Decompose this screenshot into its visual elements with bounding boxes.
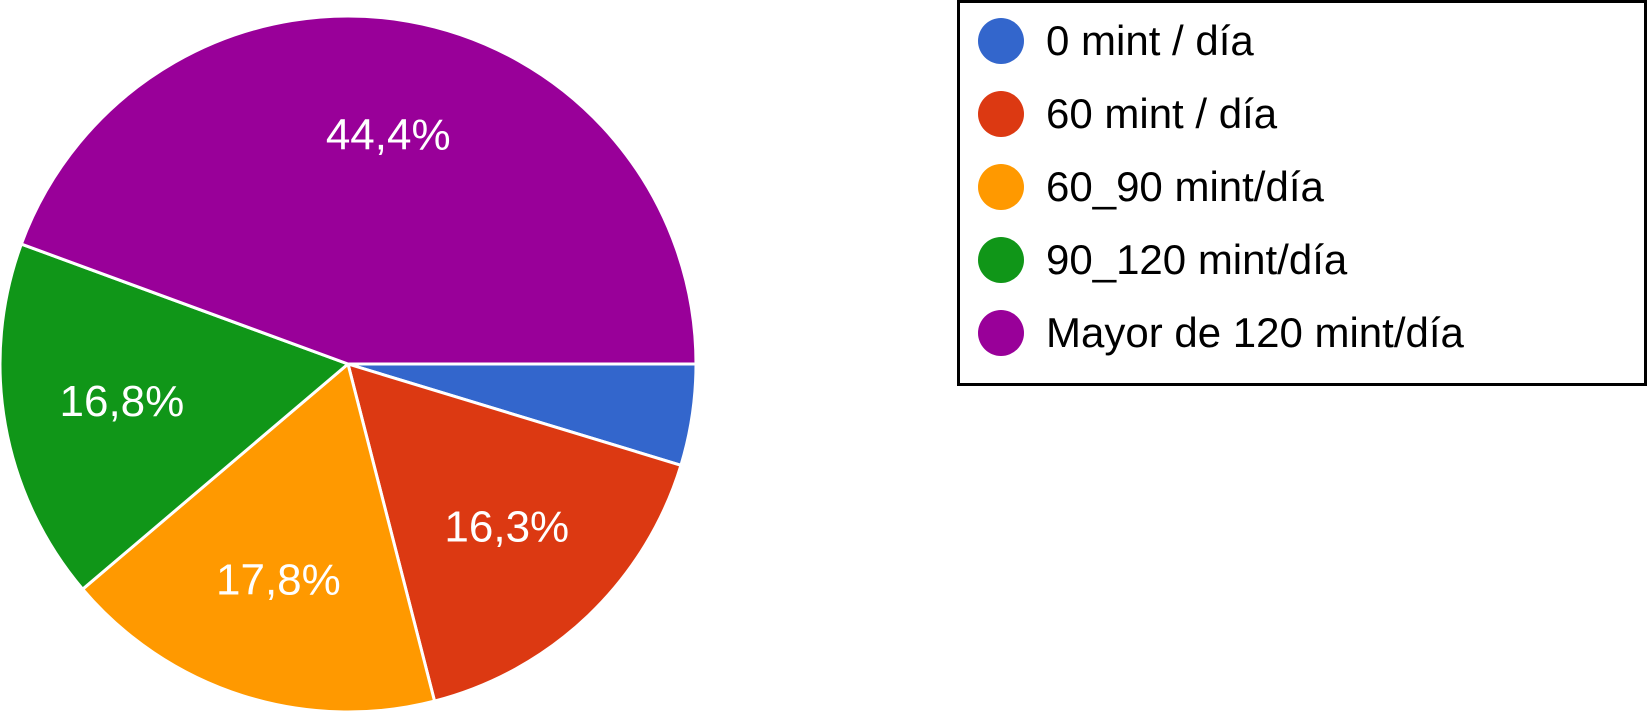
legend-label-mayor-120-mint: Mayor de 120 mint/día bbox=[1046, 309, 1464, 356]
legend-swatch-60-mint bbox=[978, 91, 1024, 137]
pie-label-mayor-120-mint: 44,4% bbox=[326, 111, 451, 160]
legend-swatch-0-mint bbox=[978, 18, 1024, 64]
pie-slice-60-90-mint bbox=[81, 362, 437, 714]
pie-slice-mayor-120-mint bbox=[19, 14, 698, 366]
pie-label-90-120-mint: 16,8% bbox=[60, 377, 185, 426]
legend-label-0-mint: 0 mint / día bbox=[1046, 17, 1254, 64]
pie-slices bbox=[0, 14, 698, 714]
legend-item-0-mint: 0 mint / día bbox=[978, 11, 1254, 71]
pie-label-60-mint: 16,3% bbox=[444, 503, 569, 552]
pie-chart: 16,3% 17,8% 16,8% 44,4% bbox=[0, 14, 698, 714]
chart-legend: 0 mint / día 60 mint / día 60_90 mint/dí… bbox=[957, 0, 1647, 386]
legend-item-60-mint: 60 mint / día bbox=[978, 84, 1277, 144]
legend-swatch-90-120-mint bbox=[978, 237, 1024, 283]
legend-label-90-120-mint: 90_120 mint/día bbox=[1046, 236, 1348, 283]
legend-item-mayor-120-mint: Mayor de 120 mint/día bbox=[978, 303, 1464, 363]
pie-slice-60-mint bbox=[346, 362, 683, 703]
legend-swatch-mayor-120-mint bbox=[978, 310, 1024, 356]
pie-data-labels: 16,3% 17,8% 16,8% 44,4% bbox=[60, 111, 570, 605]
legend-swatch-60-90-mint bbox=[978, 164, 1024, 210]
pie-label-60-90-mint: 17,8% bbox=[216, 556, 341, 605]
pie-slice-90-120-mint bbox=[0, 242, 350, 591]
legend-label-60-mint: 60 mint / día bbox=[1046, 90, 1278, 137]
legend-label-60-90-mint: 60_90 mint/día bbox=[1046, 163, 1324, 210]
legend-item-60-90-mint: 60_90 mint/día bbox=[978, 157, 1324, 217]
legend-item-90-120-mint: 90_120 mint/día bbox=[978, 230, 1347, 290]
